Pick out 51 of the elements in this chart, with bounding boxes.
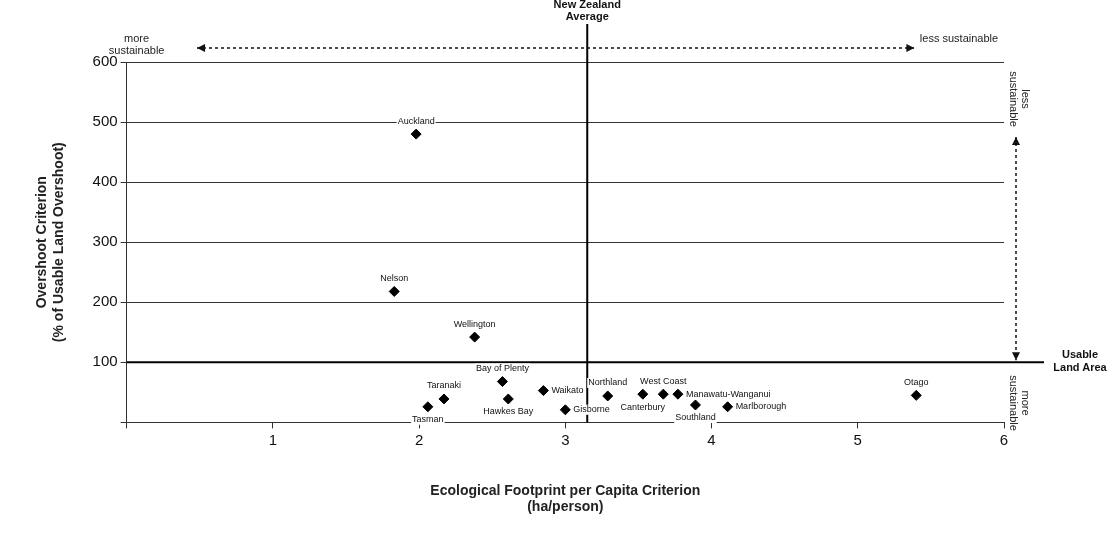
- point: [637, 388, 649, 400]
- data-label: Auckland: [397, 115, 435, 126]
- point: [657, 388, 669, 400]
- point: [559, 404, 571, 416]
- data-label: Gisborne: [573, 404, 610, 415]
- x-tick-label: 5: [853, 430, 862, 448]
- x-tick-label: 4: [707, 430, 716, 448]
- data-label: Marlborough: [735, 401, 787, 412]
- x-tick-label: 1: [268, 430, 278, 448]
- data-label: Nelson: [380, 272, 409, 283]
- point: [689, 399, 701, 411]
- data-label: Hawkes Bay: [483, 406, 534, 417]
- point: [496, 376, 508, 388]
- point: [502, 393, 514, 405]
- y-tick-label: 400: [92, 172, 118, 190]
- point: [602, 390, 614, 402]
- data-label: Waikato: [551, 385, 584, 396]
- data-label: Otago: [904, 376, 929, 387]
- text: less sustainable: [1008, 70, 1032, 129]
- y-tick-label: 300: [92, 232, 118, 250]
- ref-line-label: Usable Land Area: [1053, 348, 1108, 374]
- point: [910, 389, 922, 401]
- x-tick-label: 6: [999, 430, 1009, 448]
- point: [672, 388, 684, 400]
- x-tick-label: 2: [414, 430, 424, 448]
- data-label: Bay of Plenty: [475, 363, 530, 374]
- point: [388, 285, 400, 297]
- data-label: Tasman: [412, 414, 444, 425]
- data-label: West Coast: [640, 375, 687, 386]
- text: less sustainable: [919, 32, 999, 44]
- x-axis-title: Ecological Footprint per Capita Criterion (ha/person): [430, 481, 701, 515]
- point: [469, 331, 481, 343]
- data-label: Southland: [675, 412, 716, 423]
- data-label: Northland: [588, 377, 628, 388]
- text: more sustainable: [107, 32, 166, 56]
- y-tick-label: 100: [92, 352, 118, 370]
- point: [422, 401, 434, 413]
- text: more sustainable: [1008, 374, 1032, 434]
- point: [410, 128, 422, 140]
- y-tick-label: 200: [92, 292, 118, 310]
- y-axis-title: Overshoot Criterion (% of Usable Land Overshoot): [33, 142, 67, 343]
- data-label: Manawatu-Wanganui: [685, 388, 771, 399]
- point: [722, 401, 734, 413]
- data-label: Wellington: [453, 318, 496, 329]
- y-tick-label: 500: [92, 112, 118, 130]
- x-tick-label: 3: [561, 430, 570, 448]
- point: [438, 393, 450, 405]
- data-label: Canterbury: [620, 401, 666, 412]
- point: [537, 385, 549, 397]
- data-label: Taranaki: [426, 380, 461, 391]
- ref-line-label: New Zealand Average: [553, 0, 621, 22]
